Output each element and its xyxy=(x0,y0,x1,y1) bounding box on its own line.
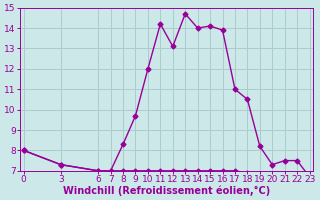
X-axis label: Windchill (Refroidissement éolien,°C): Windchill (Refroidissement éolien,°C) xyxy=(63,185,270,196)
